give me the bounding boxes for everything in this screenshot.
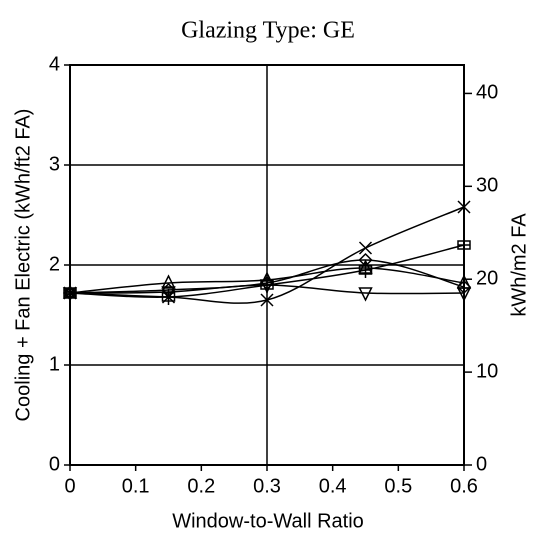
marker xyxy=(161,274,176,289)
x-tick-label: 0.2 xyxy=(187,475,215,497)
x-tick-label: 0.3 xyxy=(253,475,281,497)
y2-axis-label: kWh/m2 FA xyxy=(508,213,530,317)
y-tick-label: 3 xyxy=(49,153,60,175)
y-tick-label: 2 xyxy=(49,253,60,275)
marker xyxy=(260,293,274,307)
chart-title: Glazing Type: GE xyxy=(181,18,355,44)
y2-tick-label: 20 xyxy=(476,267,498,289)
x-tick-label: 0.6 xyxy=(450,475,478,497)
marker xyxy=(161,286,176,301)
y-tick-label: 1 xyxy=(49,353,60,375)
marker xyxy=(358,287,373,302)
marker xyxy=(456,287,472,302)
marker xyxy=(358,259,373,274)
marker xyxy=(358,241,373,255)
x-tick-label: 0.4 xyxy=(319,475,347,497)
x-tick-label: 0.1 xyxy=(122,475,150,497)
x-axis-label: Window-to-Wall Ratio xyxy=(172,510,364,532)
marker xyxy=(62,284,78,299)
y2-tick-label: 10 xyxy=(476,360,498,382)
series-line xyxy=(69,284,465,295)
y-tick-label: 4 xyxy=(49,53,60,75)
x-tick-label: 0 xyxy=(64,475,75,497)
marker xyxy=(62,287,78,302)
marker xyxy=(457,200,471,214)
series-line xyxy=(69,259,465,294)
y2-tick-label: 0 xyxy=(476,453,487,475)
y-tick-label: 0 xyxy=(49,453,60,475)
marker xyxy=(457,237,471,253)
marker xyxy=(358,252,373,268)
y2-tick-label: 40 xyxy=(476,82,498,104)
y-axis-label: Cooling + Fan Electric (kWh/ft2 FA) xyxy=(12,109,34,422)
marker xyxy=(259,279,275,294)
y2-tick-label: 30 xyxy=(476,175,498,197)
x-tick-label: 0.5 xyxy=(384,475,412,497)
